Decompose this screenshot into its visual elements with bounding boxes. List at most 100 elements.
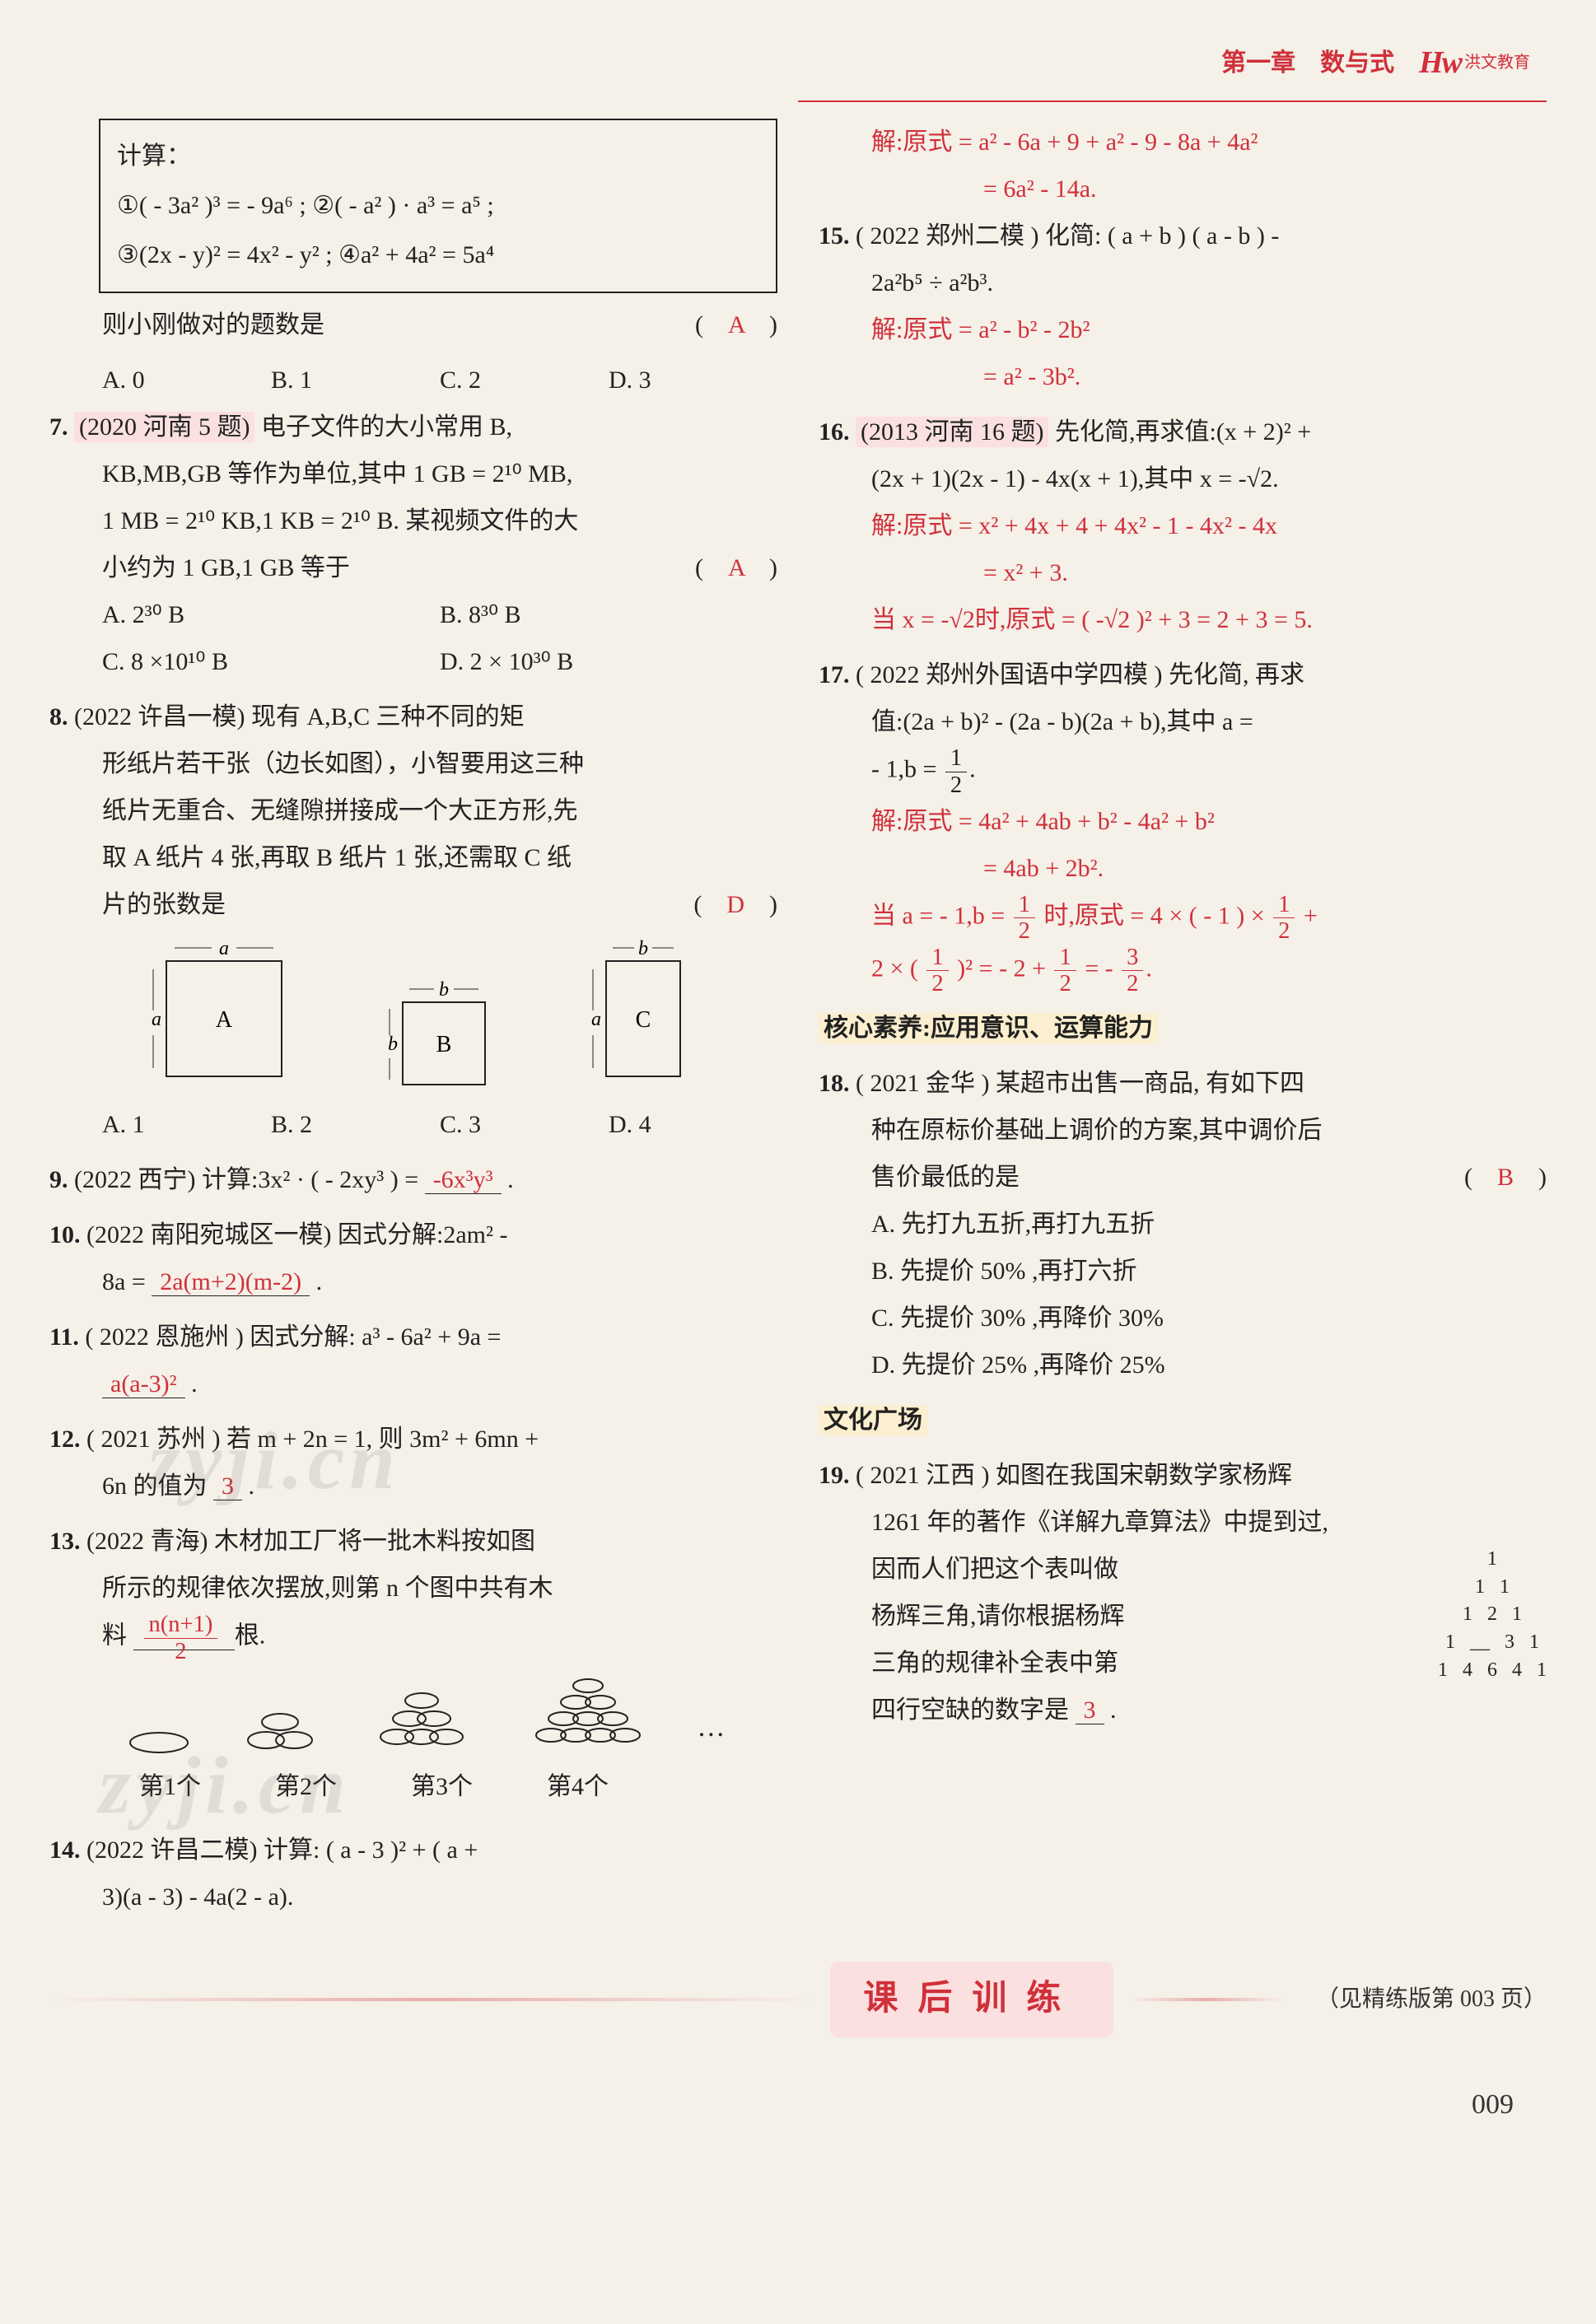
q7-opt-c: C. 8 ×10¹⁰ B [102,638,440,685]
q14-t2: 3)(a - 3) - 4a(2 - a). [49,1874,777,1920]
q8-t3: 纸片无重合、无缝隙拼接成一个大正方形,先 [49,787,777,834]
q14: 14. (2022 许昌二模) 计算: ( a - 3 )² + ( a + 3… [49,1827,777,1920]
q7-t1: 电子文件的大小常用 B, [261,413,512,441]
q16-t: 先化简,再求值:(x + 2)² + [1055,418,1311,446]
q8-diagram: A a a B b b [49,928,777,1101]
q18-opt-d: D. 先提价 25% ,再降价 25% [819,1342,1547,1388]
q12-num: 12. [49,1426,81,1453]
header: 第一章 数与式 Hw 洪文教育 [49,33,1547,92]
q15-src: ( 2022 郑州二模 ) [856,222,1038,250]
q13-captions: 第1个 第2个 第3个 第4个 [49,1763,777,1818]
q19-t6-row: 四行空缺的数字是 3 . [871,1687,1547,1734]
q12-line2: 6n 的值为 3 . [49,1463,777,1510]
q16: 16. (2013 河南 16 题) 先化简,再求值:(x + 2)² + (2… [819,408,1547,643]
q8-t4: 取 A 纸片 4 张,再取 B 纸片 1 张,还需取 C 纸 [49,834,777,881]
q13-dots: … [697,1701,725,1755]
q13: 13. (2022 青海) 木材加工厂将一批木料按如图 所示的规律依次摆放,则第… [49,1518,777,1818]
q18-num: 18. [819,1070,850,1097]
svg-text:A: A [216,1007,233,1033]
q13-src: (2022 青海) [86,1528,208,1555]
q18-t: 某超市出售一商品, 有如下四 [996,1070,1304,1097]
q15-num: 15. [819,222,850,250]
footer-line-left [49,1998,814,2001]
q7-t4-row: 小约为 1 GB,1 GB 等于 ( A ) [49,544,777,591]
q8-t2: 形纸片若干张（边长如图），小智要用这三种 [49,740,777,787]
svg-text:C: C [635,1007,651,1033]
box-line3: ③(2x - y)² = 4x² - y² ; ④a² + 4a² = 5a⁴ [117,231,759,280]
svg-text:a: a [219,938,229,959]
q8-opt-b: B. 2 [271,1101,440,1148]
q13-diagram: … [49,1664,777,1763]
section-core: 核心素养:应用意识、运算能力 [819,1005,1547,1052]
q7-opt-d: D. 2 × 10³⁰ B [440,638,777,685]
q7-t4: 小约为 1 GB,1 GB 等于 [102,554,350,581]
svg-text:b: b [388,1034,398,1055]
q19-t2: 1261 年的著作《详解九章算法》中提到过, [819,1499,1547,1546]
q14-src: (2022 许昌二模) [86,1836,257,1864]
q6-opt-d: D. 3 [609,357,777,404]
q19-t: 如图在我国宋朝数学家杨辉 [996,1462,1292,1489]
page: 第一章 数与式 Hw 洪文教育 计算： ①( - 3a² )³ = - 9a⁶ … [49,33,1547,2131]
q18-t2: 种在原标价基础上调价的方案,其中调价后 [819,1107,1547,1154]
q8-answer: D [726,891,744,918]
period: . [1104,1696,1117,1724]
page-number: 009 [49,2079,1547,2132]
q6-opt-c: C. 2 [440,357,609,404]
q13-ans: n(n+1)2 [133,1622,235,1650]
q17-t2: 值:(2a + b)² - (2a - b)(2a + b),其中 a = [819,698,1547,745]
q18-opt-b: B. 先提价 50% ,再打六折 [819,1248,1547,1295]
footer-bar: 课后训练 （见精练版第 003 页） [49,1962,1547,2037]
q12-t: 若 m + 2n = 1, 则 3m² + 6mn + [226,1426,539,1453]
q17-num: 17. [819,661,850,688]
q12-src: ( 2021 苏州 ) [86,1426,220,1453]
q8-t5: 片的张数是 [102,891,226,918]
q16-s2: = x² + 3. [819,549,1547,596]
q11-ans: a(a-3)² [102,1370,185,1398]
shape-a: A a a [142,936,298,1093]
q12: zyji.cn 12. ( 2021 苏州 ) 若 m + 2n = 1, 则 … [49,1416,777,1510]
section-core-title: 核心素养:应用意识、运算能力 [819,1013,1158,1043]
footer-line-right [1130,1998,1283,2001]
q7-answer: A [728,554,744,581]
logo-text: Hw [1419,33,1461,92]
q17-t3: - 1,b = 12. [819,745,1547,798]
q12-t2: 6n 的值为 [102,1472,208,1500]
q6-opt-b: B. 1 [271,357,440,404]
q8-opt-d: D. 4 [609,1101,777,1148]
q17: 17. ( 2022 郑州外国语中学四模 ) 先化简, 再求 值:(2a + b… [819,651,1547,996]
q13-t3: 料 [102,1622,127,1650]
svg-text:b: b [638,938,648,959]
shape-c: C b a [581,936,705,1093]
q18-opt-c: C. 先提价 30% ,再降价 30% [819,1295,1547,1342]
q8-t5-row: 片的张数是 ( D ) [49,881,777,928]
svg-text:a: a [591,1009,601,1030]
q13-t2: 所示的规律依次摆放,则第 n 个图中共有木 [49,1565,777,1612]
q18-t3-row: 售价最低的是 ( B ) [819,1154,1547,1201]
q19-src: ( 2021 江西 ) [856,1462,989,1489]
q15-s2: = a² - 3b². [819,353,1547,400]
q7-answer-slot: ( A ) [695,544,777,591]
q7-opt-a: A. 2³⁰ B [102,591,440,638]
q6-answer-slot: ( A ) [695,301,777,348]
q15-t2: 2a²b⁵ ÷ a²b³. [819,259,1547,306]
q15: 15. ( 2022 郑州二模 ) 化简: ( a + b ) ( a - b … [819,212,1547,400]
chapter-title: 第一章 数与式 [1221,40,1394,86]
q7-opt-b: B. 8³⁰ B [440,591,777,638]
q17-s1: 解:原式 = 4a² + 4ab + b² - 4a² + b² [819,798,1547,845]
box-line2: ①( - 3a² )³ = - 9a⁶ ; ②( - a² ) · a³ = a… [117,181,759,231]
q9-src: (2022 西宁) [74,1166,195,1193]
q8-num: 8. [49,703,68,730]
q13-line3: 料 n(n+1)2 根. [49,1612,777,1664]
q7-t2: KB,MB,GB 等作为单位,其中 1 GB = 2¹⁰ MB, [49,450,777,497]
q13-t: 木材加工厂将一批木料按如图 [214,1528,535,1555]
period: . [310,1268,322,1295]
q8-opt-c: C. 3 [440,1101,609,1148]
q18: 18. ( 2021 金华 ) 某超市出售一商品, 有如下四 种在原标价基础上调… [819,1060,1547,1388]
q19-ans: 3 [1076,1696,1104,1724]
q17-src: ( 2022 郑州外国语中学四模 ) [856,661,1162,688]
q8-src: (2022 许昌一模) [74,703,245,730]
q16-tag: (2013 河南 16 题) [856,417,1048,447]
stack-2 [235,1689,325,1755]
right-column: 解:原式 = a² - 6a + 9 + a² - 9 - 8a + 4a² =… [819,119,1547,1929]
q11-num: 11. [49,1323,79,1351]
